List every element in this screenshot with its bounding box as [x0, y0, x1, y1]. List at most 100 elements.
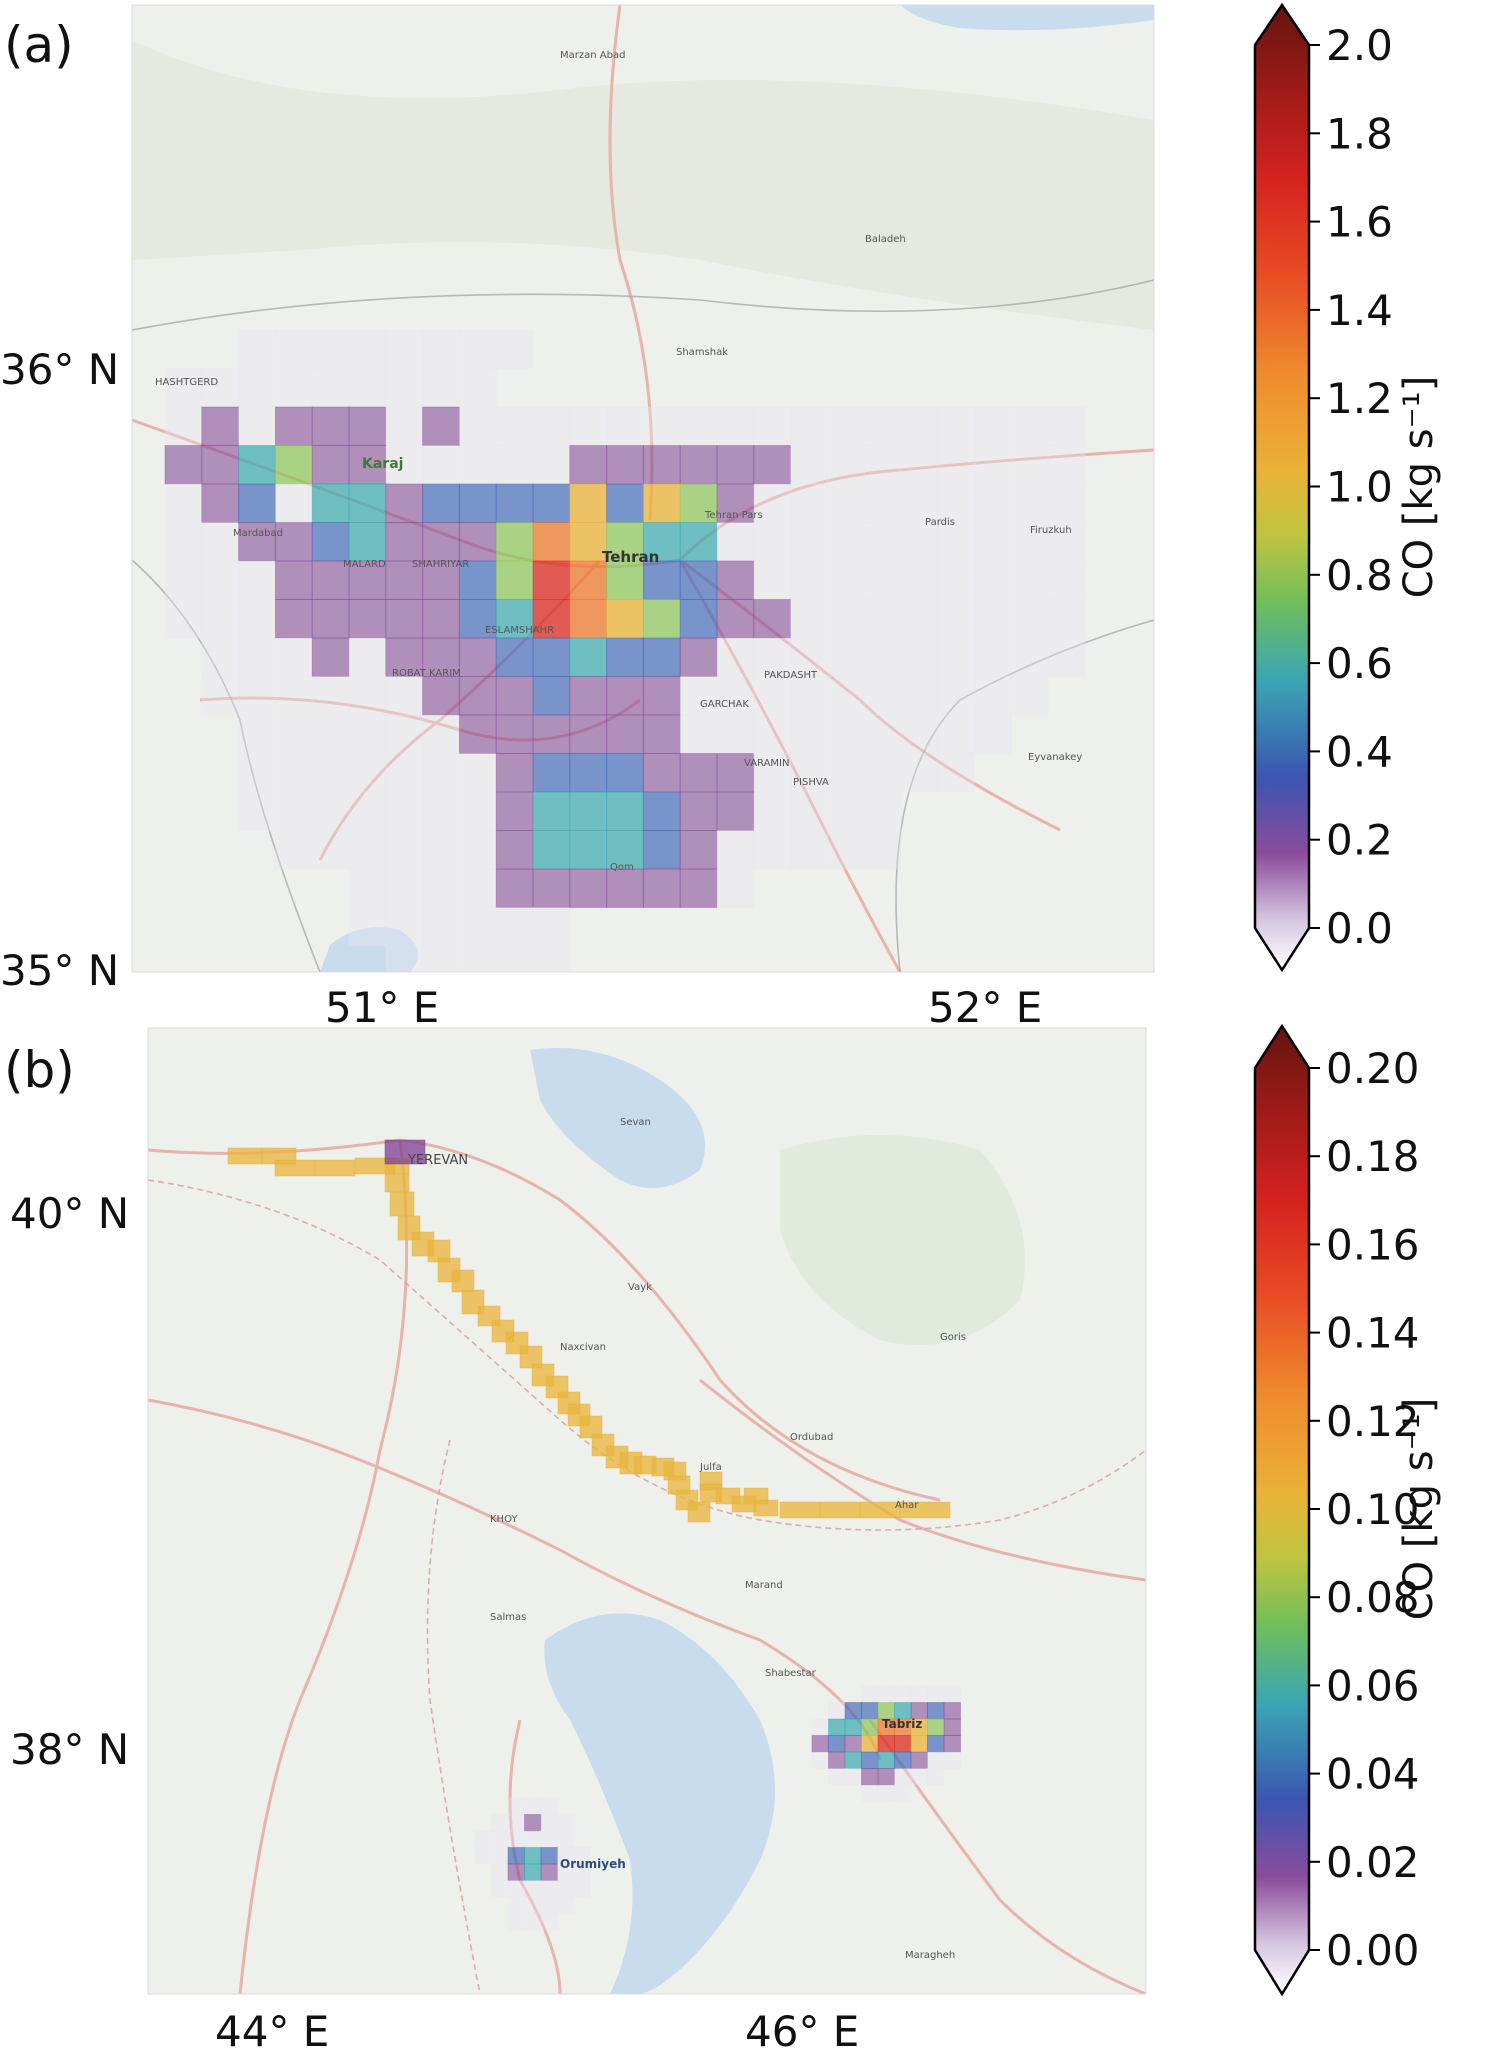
emission-cell: [779, 1501, 821, 1519]
emission-cell: [1010, 676, 1049, 716]
emission-cell: [642, 483, 681, 523]
emission-cell: [495, 791, 534, 831]
emission-cell: [1047, 599, 1086, 639]
emission-cell: [937, 406, 976, 446]
emission-cell: [861, 1718, 879, 1736]
emission-cell: [863, 522, 902, 562]
place-shamshak: Shamshak: [676, 347, 728, 358]
emission-cell: [937, 483, 976, 523]
emission-cell: [458, 406, 497, 446]
emission-cell: [385, 637, 424, 677]
emission-cell: [937, 676, 976, 716]
emission-cell: [532, 868, 571, 908]
emission-cell: [532, 753, 571, 793]
emission-cell: [606, 830, 644, 870]
emission-cell: [606, 522, 644, 562]
panel-b-place-labels: YEREVAN Tabriz Orumiyeh KHOY Salmas Mara…: [407, 1117, 966, 1961]
emission-cell: [385, 368, 424, 408]
emission-cell: [790, 522, 828, 562]
emission-cell: [385, 714, 424, 754]
emission-cell: [311, 522, 350, 562]
emission-cell: [491, 1880, 509, 1898]
emission-cell: [495, 676, 534, 716]
emission-cell: [314, 1159, 356, 1177]
emission-cell: [238, 676, 276, 716]
emission-cell: [863, 791, 902, 831]
emission-cell: [753, 406, 792, 446]
emission-cell: [311, 483, 350, 523]
emission-cell: [828, 1718, 846, 1736]
emission-cell: [458, 560, 497, 600]
emission-cell: [937, 522, 976, 562]
colorbar-tick-label: 0.4: [1326, 727, 1393, 776]
panel-b-lat-tick-40: 40° N: [10, 1189, 129, 1238]
place-pishva: PISHVA: [793, 777, 829, 788]
emission-cell: [238, 714, 276, 754]
emission-cell: [863, 676, 902, 716]
panel-a-lake: [320, 927, 418, 972]
emission-cell: [540, 1863, 558, 1881]
emission-cell: [943, 1702, 961, 1720]
emission-cell: [679, 483, 718, 523]
emission-cell: [201, 560, 240, 600]
emission-cell: [201, 637, 240, 677]
emission-cell: [422, 599, 460, 639]
emission-cell: [532, 637, 571, 677]
emission-cell: [937, 714, 976, 754]
emission-cell: [557, 1863, 575, 1881]
emission-cell: [474, 1847, 492, 1865]
emission-cell: [927, 1768, 945, 1786]
emission-cell: [569, 522, 608, 562]
emission-cell: [943, 1718, 961, 1736]
emission-cell: [900, 483, 939, 523]
emission-cell: [422, 406, 460, 446]
emission-cell: [863, 637, 902, 677]
place-karaj: Karaj: [362, 456, 403, 472]
emission-cell: [385, 329, 424, 369]
emission-cell: [422, 945, 460, 972]
emission-cell: [532, 714, 571, 754]
emission-cell: [900, 753, 939, 793]
place-baladeh: Baladeh: [865, 234, 906, 245]
place-eyvanakey: Eyvanakey: [1028, 752, 1082, 763]
emission-cell: [540, 1830, 558, 1848]
emission-cell: [910, 1751, 928, 1769]
emission-cell: [164, 522, 203, 562]
panel-a-colorbar: 2.0 1.8 1.6 1.4 1.2 1.0 0.8 0.6 0.4 0.2 0.0 CO [kg…: [1253, 2, 1442, 973]
emission-cell: [311, 406, 350, 446]
emission-cell: [1047, 560, 1086, 600]
place-firuzkuh: Firuzkuh: [1030, 525, 1072, 536]
emission-cell: [274, 560, 313, 600]
emission-cell: [927, 1718, 945, 1736]
panel-b-label: (b): [4, 1041, 75, 1099]
emission-cell: [679, 714, 718, 754]
emission-cell: [753, 637, 792, 677]
emission-cell: [679, 676, 718, 716]
emission-cell: [385, 791, 424, 831]
place-orumiyeh: Orumiyeh: [560, 1857, 626, 1871]
emission-cell: [894, 1735, 912, 1753]
emission-cell: [642, 599, 681, 639]
emission-cell: [927, 1751, 945, 1769]
emission-cell: [201, 676, 240, 716]
emission-cell: [532, 907, 571, 947]
place-goris: Goris: [940, 1332, 966, 1343]
emission-cell: [348, 560, 387, 600]
emission-cell: [844, 1735, 862, 1753]
emission-cell: [811, 1735, 829, 1753]
emission-cell: [937, 753, 976, 793]
emission-cell: [491, 1847, 509, 1865]
emission-cell: [606, 791, 644, 831]
emission-cell: [385, 907, 424, 947]
emission-cell: [532, 560, 571, 600]
emission-cell: [753, 483, 792, 523]
emission-cell: [753, 599, 792, 639]
emission-cell: [828, 1735, 846, 1753]
emission-cell: [238, 483, 276, 523]
emission-cell: [642, 522, 681, 562]
emission-cell: [826, 791, 865, 831]
emission-cell: [579, 1415, 603, 1439]
emission-cell: [495, 753, 534, 793]
emission-cell: [274, 1159, 316, 1177]
emission-cell: [861, 1735, 879, 1753]
